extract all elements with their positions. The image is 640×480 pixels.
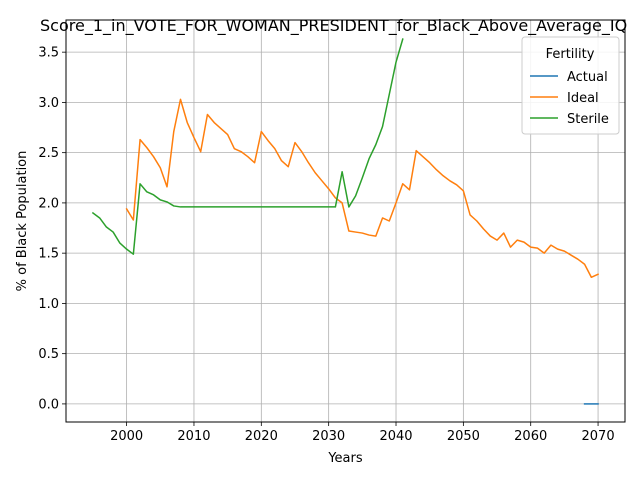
- legend-title: Fertility: [546, 47, 595, 62]
- x-axis: 2000 2010 2020 2030 2040 2050 2060 2070: [110, 422, 615, 444]
- series-line-sterile: [91, 38, 404, 255]
- legend-entry-sterile: Sterile: [567, 112, 609, 127]
- y-tick-label: 2.5: [38, 146, 59, 161]
- plot-frame: [65, 19, 626, 423]
- x-tick-label: 2030: [312, 429, 345, 444]
- x-tick-label: 2020: [245, 429, 278, 444]
- grid: [66, 20, 625, 422]
- y-axis: 0.0 0.5 1.0 1.5 2.0 2.5 3.0 3.5: [38, 46, 66, 412]
- x-tick-label: 2070: [582, 429, 615, 444]
- chart-title: Score_1_in_VOTE_FOR_WOMAN_PRESIDENT_for_…: [40, 16, 627, 36]
- y-tick-label: 1.5: [38, 247, 59, 262]
- x-axis-label: Years: [327, 451, 363, 466]
- y-axis-label: % of Black Population: [15, 151, 30, 292]
- y-tick-label: 0.0: [38, 397, 59, 412]
- x-tick-label: 2050: [447, 429, 480, 444]
- legend-box: [521, 36, 620, 135]
- series-line-ideal: [125, 98, 600, 279]
- series-lines: [91, 38, 600, 405]
- x-tick-label: 2010: [177, 429, 210, 444]
- y-tick-label: 0.5: [38, 347, 59, 362]
- x-tick-label: 2040: [379, 429, 412, 444]
- x-tick-label: 2060: [514, 429, 547, 444]
- y-tick-label: 1.0: [38, 297, 59, 312]
- legend-entry-actual: Actual: [567, 70, 608, 85]
- legend: Fertility Actual Ideal Sterile: [521, 36, 620, 135]
- y-tick-label: 2.0: [38, 196, 59, 211]
- x-tick-label: 2000: [110, 429, 143, 444]
- legend-entry-ideal: Ideal: [567, 91, 599, 106]
- y-tick-label: 3.5: [38, 46, 59, 61]
- y-tick-label: 3.0: [38, 96, 59, 111]
